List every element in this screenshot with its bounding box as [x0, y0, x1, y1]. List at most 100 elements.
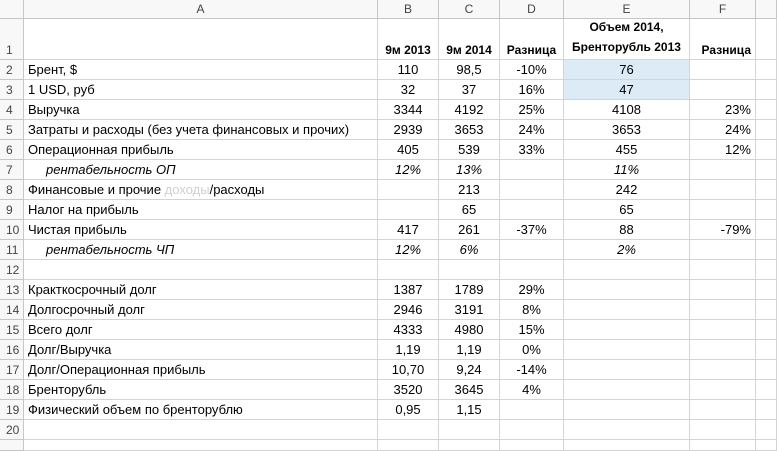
cell: 13% [439, 160, 500, 180]
cell: 1,15 [439, 400, 500, 420]
cell: -10% [500, 60, 564, 80]
cell [378, 440, 439, 451]
cell: Долг/Операционная прибыль [24, 360, 378, 380]
cell [690, 200, 756, 220]
cell [756, 60, 777, 80]
column-header: F [690, 0, 756, 19]
cell: Всего долг [24, 320, 378, 340]
cell: 6% [439, 240, 500, 260]
cell [756, 200, 777, 220]
cell: 29% [500, 280, 564, 300]
cell: 261 [439, 220, 500, 240]
cell: 9м 2013 [378, 19, 439, 60]
cell [378, 180, 439, 200]
row-number: 13 [0, 280, 24, 300]
cell [756, 320, 777, 340]
row-number: 20 [0, 420, 24, 440]
cell: 88 [564, 220, 690, 240]
cell: Разница [690, 19, 756, 60]
cell: 0,95 [378, 400, 439, 420]
cell: 110 [378, 60, 439, 80]
cell [500, 180, 564, 200]
text-run: Финансовые и прочие [28, 182, 165, 197]
cell: 213 [439, 180, 500, 200]
cell: 9м 2014 [439, 19, 500, 60]
cell [756, 280, 777, 300]
cell [756, 19, 777, 60]
cell [756, 80, 777, 100]
cell: 4980 [439, 320, 500, 340]
cell: 65 [564, 200, 690, 220]
cell [690, 420, 756, 440]
row-number: 6 [0, 140, 24, 160]
cell [756, 240, 777, 260]
cell [564, 400, 690, 420]
cell [500, 240, 564, 260]
cell [378, 200, 439, 220]
cell: 405 [378, 140, 439, 160]
cell [756, 340, 777, 360]
cell [500, 420, 564, 440]
cell [756, 140, 777, 160]
cell [756, 300, 777, 320]
cell: 24% [690, 120, 756, 140]
cell [756, 160, 777, 180]
cell [756, 260, 777, 280]
cell [690, 300, 756, 320]
cell [24, 19, 378, 60]
column-header: D [500, 0, 564, 19]
row-number: 2 [0, 60, 24, 80]
text-run: доходы [164, 182, 210, 197]
row-number [0, 440, 24, 451]
cell: Налог на прибыль [24, 200, 378, 220]
cell [690, 340, 756, 360]
cell: 2939 [378, 120, 439, 140]
cell: 3653 [439, 120, 500, 140]
cell: Операционная прибыль [24, 140, 378, 160]
cell: 76 [564, 60, 690, 80]
cell: 2% [564, 240, 690, 260]
cell [690, 160, 756, 180]
cell: Финансовые и прочие доходы/расходы [24, 180, 378, 200]
cell [564, 380, 690, 400]
cell: 33% [500, 140, 564, 160]
cell [564, 260, 690, 280]
cell [690, 280, 756, 300]
row-number: 16 [0, 340, 24, 360]
cell: 539 [439, 140, 500, 160]
row-number: 3 [0, 80, 24, 100]
cell: 4% [500, 380, 564, 400]
cell: 16% [500, 80, 564, 100]
cell: 242 [564, 180, 690, 200]
corner [0, 0, 24, 19]
cell [690, 60, 756, 80]
cell: 3191 [439, 300, 500, 320]
cell: Кракткосрочный долг [24, 280, 378, 300]
column-header [756, 0, 777, 19]
cell [378, 420, 439, 440]
cell [500, 440, 564, 451]
cell [439, 440, 500, 451]
row-number: 18 [0, 380, 24, 400]
text-run: /расходы [209, 182, 265, 197]
cell [690, 320, 756, 340]
cell: Разница [500, 19, 564, 60]
cell [756, 220, 777, 240]
cell: 3645 [439, 380, 500, 400]
cell: рентабельность ОП [24, 160, 378, 180]
cell: 4192 [439, 100, 500, 120]
cell: Долгосрочный долг [24, 300, 378, 320]
cell: Брент, $ [24, 60, 378, 80]
cell: 455 [564, 140, 690, 160]
cell: 25% [500, 100, 564, 120]
cell [756, 400, 777, 420]
cell [756, 120, 777, 140]
cell: Чистая прибыль [24, 220, 378, 240]
cell: 1 USD, руб [24, 80, 378, 100]
cell: 37 [439, 80, 500, 100]
cell: 24% [500, 120, 564, 140]
cell: 3653 [564, 120, 690, 140]
cell [378, 260, 439, 280]
cell: -37% [500, 220, 564, 240]
